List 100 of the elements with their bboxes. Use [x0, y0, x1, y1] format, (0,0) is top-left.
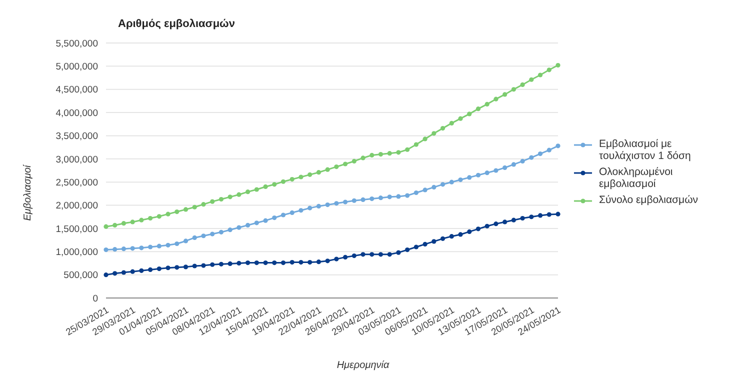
point — [254, 220, 259, 226]
point — [484, 224, 490, 228]
point — [104, 272, 108, 278]
point — [467, 112, 472, 116]
point — [183, 207, 188, 212]
point — [272, 215, 277, 220]
point — [546, 68, 552, 72]
point — [139, 268, 144, 273]
point — [520, 158, 525, 164]
point — [166, 266, 170, 270]
point — [263, 260, 268, 266]
point — [290, 260, 294, 265]
point — [484, 170, 490, 176]
point — [476, 226, 481, 232]
point — [218, 230, 224, 234]
point — [396, 250, 401, 255]
point — [280, 260, 286, 266]
point — [432, 131, 436, 136]
point — [538, 72, 543, 78]
point — [414, 190, 418, 196]
point — [228, 228, 232, 232]
point — [112, 222, 118, 228]
point — [316, 260, 322, 264]
point — [104, 247, 108, 252]
y-tick-label: 2,500,000 — [56, 177, 98, 188]
point — [254, 187, 259, 192]
point — [210, 232, 215, 236]
point — [538, 213, 543, 218]
point — [494, 96, 498, 102]
point — [387, 194, 392, 200]
y-tick-label: 4,000,000 — [56, 108, 98, 119]
point — [440, 236, 446, 241]
point — [201, 234, 206, 238]
point — [414, 244, 418, 250]
point — [298, 260, 304, 265]
point — [422, 188, 428, 192]
point — [201, 202, 206, 207]
point — [218, 262, 224, 266]
y-tick-label: 5,500,000 — [56, 38, 98, 50]
point — [280, 179, 286, 184]
point — [342, 162, 348, 166]
point — [174, 265, 180, 270]
point — [236, 225, 242, 230]
point — [529, 77, 534, 82]
point — [121, 221, 126, 226]
point — [352, 198, 356, 203]
point — [556, 62, 560, 68]
point — [520, 216, 525, 221]
point — [458, 116, 463, 121]
point — [334, 201, 339, 206]
point — [263, 184, 268, 190]
point — [272, 260, 277, 266]
point — [360, 197, 366, 202]
point — [458, 232, 463, 237]
point — [520, 82, 525, 88]
point — [156, 244, 162, 248]
point — [352, 158, 356, 164]
point — [476, 172, 481, 178]
point — [405, 147, 410, 152]
point — [183, 238, 188, 244]
point — [546, 212, 552, 217]
point — [342, 254, 348, 260]
point — [449, 234, 454, 239]
point — [121, 270, 126, 275]
y-tick-label: 1,500,000 — [56, 224, 98, 235]
point — [378, 196, 384, 200]
point — [272, 182, 277, 187]
point — [236, 260, 242, 266]
point — [378, 152, 384, 157]
point — [210, 262, 215, 267]
point — [228, 194, 232, 200]
point — [432, 184, 436, 190]
point — [476, 106, 481, 112]
y-tick-label: 2,000,000 — [56, 200, 98, 212]
point — [387, 252, 392, 257]
point — [342, 200, 348, 204]
point — [511, 218, 516, 222]
point — [352, 254, 356, 258]
point — [502, 92, 508, 97]
point — [308, 206, 312, 210]
point — [148, 244, 153, 250]
point — [422, 136, 428, 142]
point — [130, 246, 135, 251]
point — [156, 266, 162, 272]
y-tick-label: 5,000,000 — [56, 62, 98, 73]
point — [360, 252, 366, 257]
point — [449, 120, 454, 126]
y-tick-label: 3,500,000 — [56, 131, 98, 142]
point — [370, 196, 374, 202]
legend-label: Εμβολιασμοί με τουλάχιστον 1 δόση — [599, 138, 692, 162]
point — [218, 196, 224, 202]
point — [174, 241, 180, 246]
y-axis-title: Εμβολιασμοί — [22, 165, 34, 221]
point — [529, 155, 534, 160]
point — [511, 87, 516, 92]
y-tick-label: 4,500,000 — [56, 84, 98, 96]
point — [538, 152, 543, 156]
point — [422, 242, 428, 247]
point — [121, 246, 126, 252]
point — [236, 192, 242, 197]
